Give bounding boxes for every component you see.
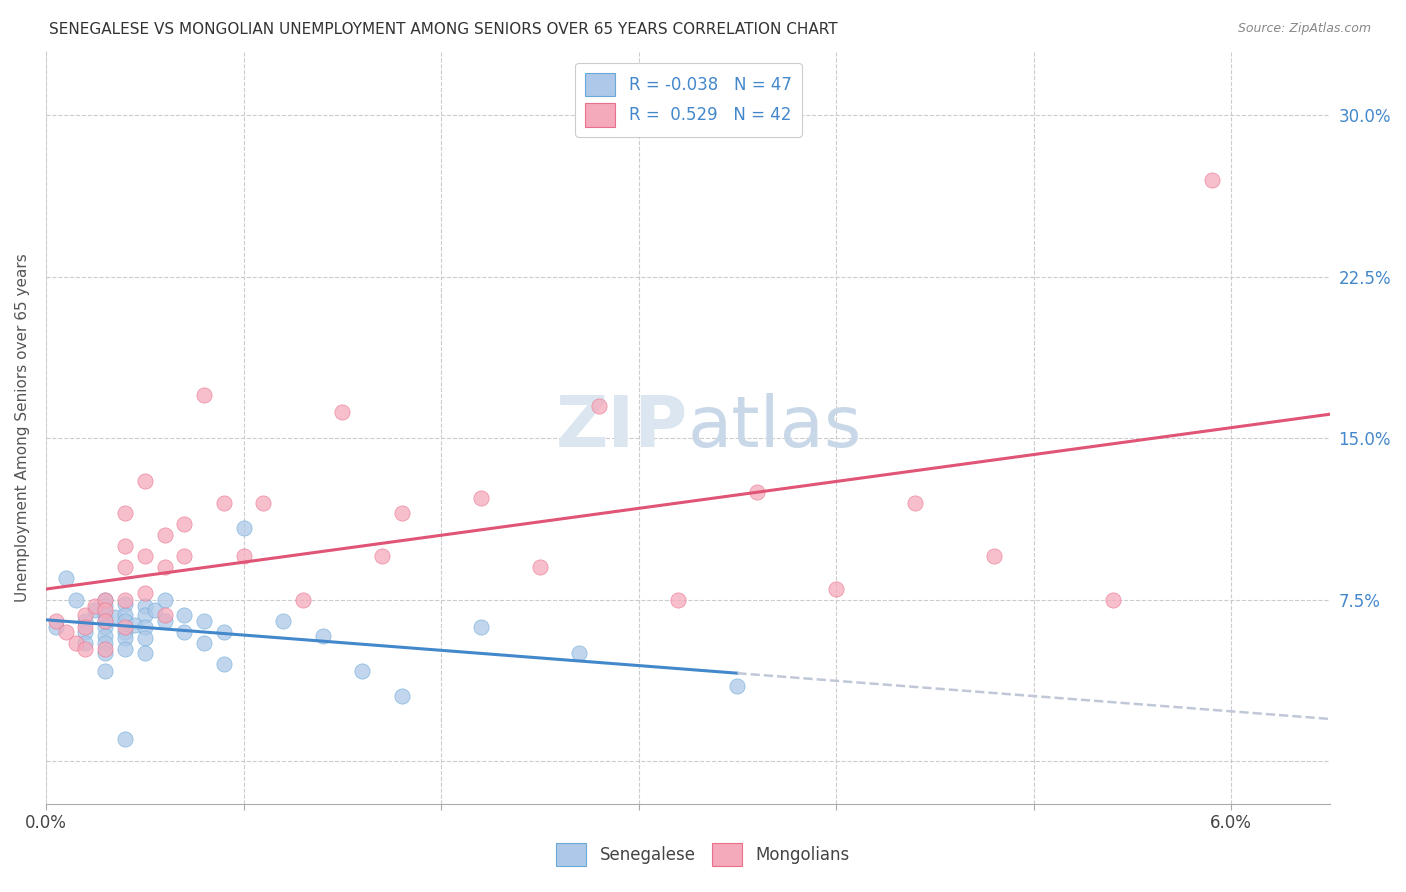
Point <box>75 607 97 622</box>
Point <box>94 603 117 617</box>
Point <box>193 635 215 649</box>
Point <box>391 507 413 521</box>
Point <box>65 592 87 607</box>
Point <box>212 496 235 510</box>
Point <box>134 549 156 564</box>
Point <box>173 607 195 622</box>
Point <box>134 646 156 660</box>
Point <box>529 560 551 574</box>
Point <box>114 732 136 747</box>
Point <box>747 484 769 499</box>
Legend: R = -0.038   N = 47, R =  0.529   N = 42: R = -0.038 N = 47, R = 0.529 N = 42 <box>575 62 801 136</box>
Point <box>666 592 689 607</box>
Point <box>193 388 215 402</box>
Point <box>134 632 156 646</box>
Text: Source: ZipAtlas.com: Source: ZipAtlas.com <box>1237 22 1371 36</box>
Point <box>153 592 176 607</box>
Point <box>75 614 97 628</box>
Point <box>330 405 353 419</box>
Point <box>45 614 67 628</box>
Point <box>55 624 77 639</box>
Point <box>94 614 117 628</box>
Point <box>65 635 87 649</box>
Point <box>134 586 156 600</box>
Point <box>94 599 117 613</box>
Point <box>311 629 333 643</box>
Point <box>470 491 492 506</box>
Point <box>84 599 107 613</box>
Point <box>232 521 254 535</box>
Point <box>271 614 294 628</box>
Point <box>134 607 156 622</box>
Point <box>143 603 166 617</box>
Point <box>94 614 117 628</box>
Point <box>114 614 136 628</box>
Point <box>212 624 235 639</box>
Point <box>75 635 97 649</box>
Point <box>825 582 848 596</box>
Y-axis label: Unemployment Among Seniors over 65 years: Unemployment Among Seniors over 65 years <box>15 253 30 602</box>
Point <box>291 592 314 607</box>
Point <box>94 635 117 649</box>
Point <box>153 614 176 628</box>
Point <box>153 560 176 574</box>
Point <box>173 624 195 639</box>
Point <box>114 642 136 657</box>
Point <box>45 620 67 634</box>
Point <box>75 642 97 657</box>
Point <box>134 620 156 634</box>
Point <box>212 657 235 671</box>
Point <box>153 528 176 542</box>
Point <box>588 399 610 413</box>
Point <box>94 664 117 678</box>
Point <box>114 632 136 646</box>
Point <box>114 597 136 611</box>
Point <box>94 642 117 657</box>
Point <box>114 607 136 622</box>
Point <box>193 614 215 628</box>
Point <box>173 517 195 532</box>
Point <box>84 603 107 617</box>
Point <box>94 620 117 634</box>
Legend: Senegalese, Mongolians: Senegalese, Mongolians <box>550 836 856 873</box>
Point <box>94 607 117 622</box>
Point <box>232 549 254 564</box>
Point <box>94 592 117 607</box>
Point <box>104 609 127 624</box>
Point <box>1101 592 1123 607</box>
Point <box>114 539 136 553</box>
Point <box>904 496 927 510</box>
Text: ZIP: ZIP <box>555 392 688 462</box>
Point <box>725 679 748 693</box>
Point <box>252 496 274 510</box>
Point <box>1201 173 1223 187</box>
Point <box>114 620 136 634</box>
Point <box>153 607 176 622</box>
Point <box>55 571 77 585</box>
Text: atlas: atlas <box>688 392 862 462</box>
Point <box>371 549 394 564</box>
Point <box>173 549 195 564</box>
Point <box>470 620 492 634</box>
Point <box>75 624 97 639</box>
Text: SENEGALESE VS MONGOLIAN UNEMPLOYMENT AMONG SENIORS OVER 65 YEARS CORRELATION CHA: SENEGALESE VS MONGOLIAN UNEMPLOYMENT AMO… <box>49 22 838 37</box>
Point <box>134 599 156 613</box>
Point <box>391 690 413 704</box>
Point <box>983 549 1005 564</box>
Point <box>94 629 117 643</box>
Point <box>124 618 146 632</box>
Point <box>568 646 591 660</box>
Point <box>114 560 136 574</box>
Point <box>94 592 117 607</box>
Point <box>75 620 97 634</box>
Point <box>134 474 156 488</box>
Point <box>94 646 117 660</box>
Point <box>114 624 136 639</box>
Point <box>114 592 136 607</box>
Point <box>352 664 374 678</box>
Point <box>114 507 136 521</box>
